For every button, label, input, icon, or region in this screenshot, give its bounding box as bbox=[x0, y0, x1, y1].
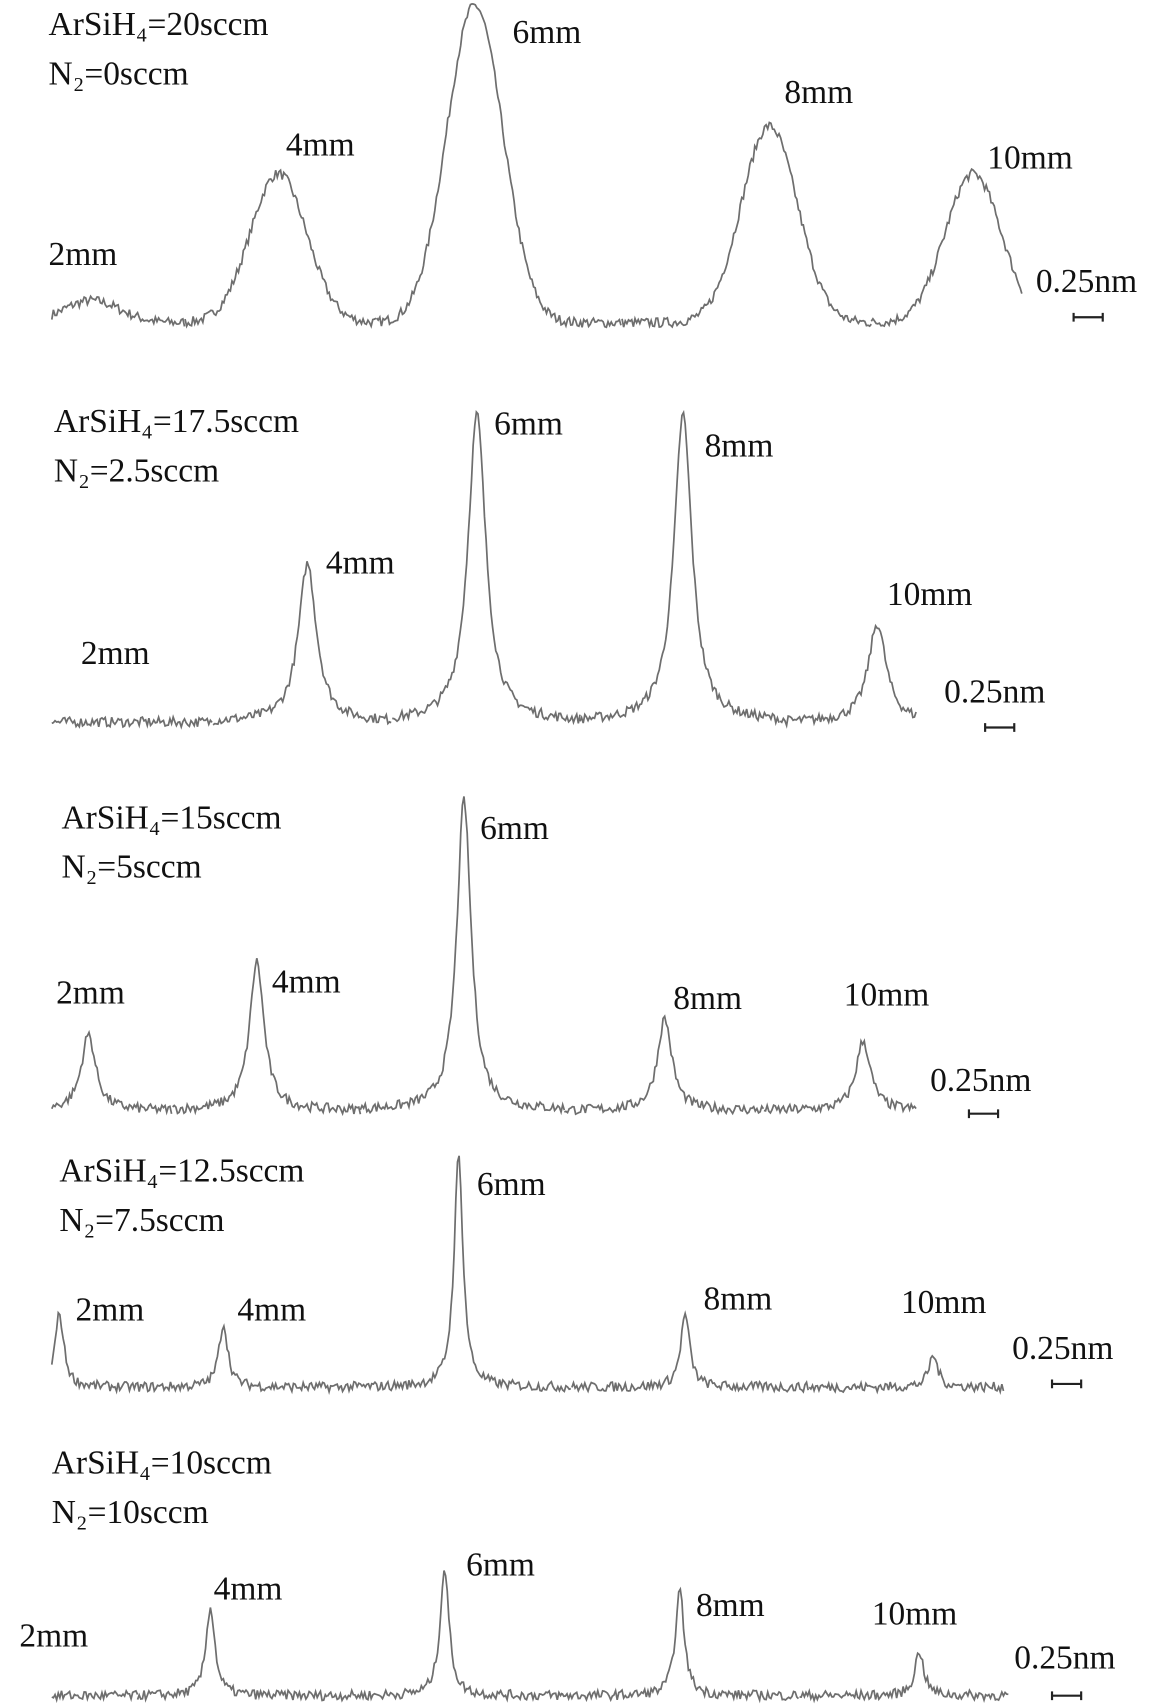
scale-bar bbox=[1050, 1691, 1083, 1701]
spectrum-trace bbox=[136, 1607, 328, 1703]
spectrum-trace bbox=[779, 623, 917, 729]
peak-label: 6mm bbox=[466, 1546, 535, 1583]
peak-label: 2mm bbox=[56, 974, 125, 1011]
peak-label: 2mm bbox=[76, 1291, 145, 1328]
peak-label: 10mm bbox=[887, 576, 972, 613]
spectrum-trace bbox=[51, 1029, 173, 1116]
peak-label: 4mm bbox=[237, 1291, 306, 1328]
peak-label: 8mm bbox=[784, 74, 853, 111]
spectrum-trace bbox=[870, 167, 1023, 328]
peak-label: 6mm bbox=[494, 405, 563, 442]
scale-bar bbox=[967, 1109, 1000, 1119]
spectrum-trace bbox=[579, 409, 780, 727]
scale-label: 0.25nm bbox=[944, 673, 1045, 710]
spectrum-trace bbox=[140, 1323, 342, 1396]
peak-label: 6mm bbox=[477, 1166, 546, 1203]
peak-label: 10mm bbox=[987, 139, 1072, 176]
spectrum-trace bbox=[172, 958, 362, 1117]
peak-label: 8mm bbox=[704, 1280, 773, 1317]
spectrum-trace bbox=[799, 1651, 1009, 1704]
spectrum-trace bbox=[51, 1688, 139, 1704]
panel-title: ArSiH₄=12.5sccm bbox=[59, 1152, 304, 1189]
panel-subtitle: N₂=10sccm bbox=[52, 1494, 209, 1531]
peak-label: 10mm bbox=[901, 1284, 986, 1321]
scale-label: 0.25nm bbox=[1014, 1639, 1115, 1676]
spectrum-trace bbox=[212, 561, 392, 726]
spectrum-trace bbox=[340, 1155, 572, 1394]
peak-label: 10mm bbox=[844, 976, 929, 1013]
spectrum-trace bbox=[621, 121, 872, 330]
panel-title: ArSiH₄=15sccm bbox=[62, 799, 282, 836]
scale-label: 0.25nm bbox=[1012, 1330, 1113, 1367]
peak-label: 2mm bbox=[19, 1617, 88, 1654]
peak-label: 8mm bbox=[705, 427, 774, 464]
spectrum-trace bbox=[50, 1310, 142, 1395]
peak-label: 4mm bbox=[214, 1570, 283, 1607]
panel-title: ArSiH₄=20sccm bbox=[49, 6, 269, 43]
peak-label: 4mm bbox=[286, 126, 355, 163]
panel-subtitle: N₂=5sccm bbox=[62, 848, 202, 885]
spectrum-trace bbox=[392, 409, 581, 726]
spectrum-trace bbox=[359, 796, 566, 1116]
spectrum-trace bbox=[51, 714, 213, 730]
peak-label: 6mm bbox=[513, 14, 582, 51]
scale-bar bbox=[1072, 312, 1104, 322]
panel-title: ArSiH₄=10sccm bbox=[52, 1445, 272, 1482]
peak-label: 6mm bbox=[480, 810, 549, 847]
spectrum-trace bbox=[375, 3, 622, 329]
scale-bar bbox=[1050, 1379, 1083, 1389]
peak-label: 8mm bbox=[696, 1587, 765, 1624]
spectrum-trace bbox=[564, 1014, 765, 1116]
spectrum-trace bbox=[326, 1570, 563, 1703]
spectrum-trace bbox=[561, 1586, 800, 1704]
panel-subtitle: N₂=0sccm bbox=[49, 55, 189, 92]
spectrum-trace bbox=[808, 1354, 1005, 1396]
panel-title: ArSiH₄=17.5sccm bbox=[54, 403, 299, 440]
scale-bar bbox=[984, 723, 1016, 732]
peak-label: 10mm bbox=[872, 1596, 957, 1633]
peak-label: 4mm bbox=[326, 544, 395, 581]
figure-body: ArSiH₄=20sccm N₂=0sccm 0.25nm 2mm 4mm 6mm 8mm 1… bbox=[19, 3, 1137, 1704]
spectrum-trace bbox=[50, 294, 186, 327]
peak-label: 2mm bbox=[81, 635, 150, 672]
panel-subtitle: N₂=7.5sccm bbox=[59, 1202, 224, 1239]
spectrum-trace bbox=[184, 168, 377, 329]
peak-label: 8mm bbox=[673, 980, 742, 1017]
panel-subtitle: N₂=2.5sccm bbox=[54, 452, 219, 489]
scale-label: 0.25nm bbox=[930, 1062, 1031, 1099]
spectrum-trace bbox=[571, 1310, 810, 1394]
peak-label: 2mm bbox=[49, 236, 118, 273]
peak-label: 4mm bbox=[272, 963, 341, 1000]
scale-label: 0.25nm bbox=[1036, 263, 1137, 300]
spectrum-trace bbox=[763, 1038, 917, 1115]
